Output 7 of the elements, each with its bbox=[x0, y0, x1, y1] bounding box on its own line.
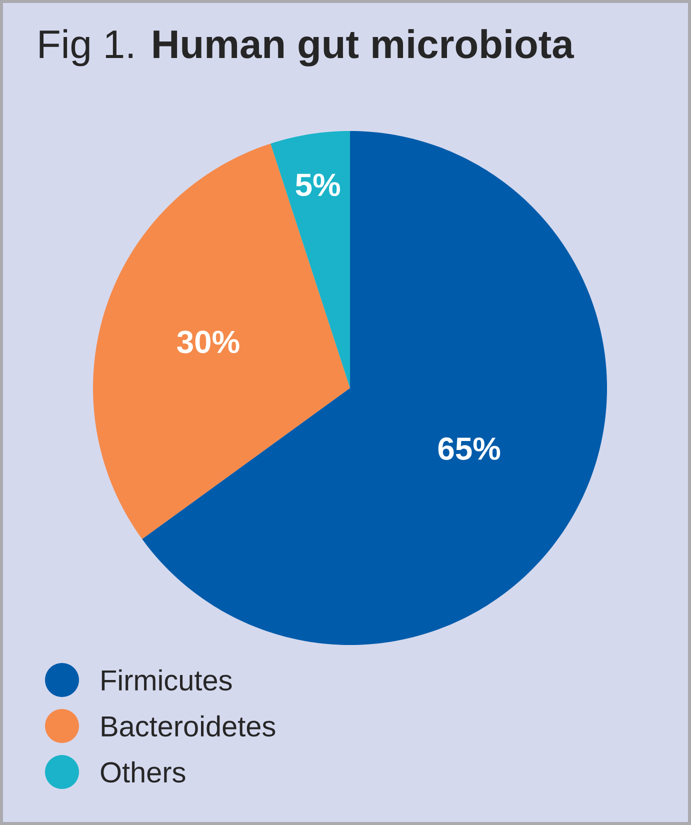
legend-label: Others bbox=[100, 761, 186, 783]
data-label: 30% bbox=[177, 330, 240, 354]
legend-label: Bacteroidetes bbox=[102, 715, 276, 737]
legend-label: Firmicutes bbox=[102, 669, 232, 691]
data-label: 65% bbox=[438, 437, 500, 460]
data-label: 5% bbox=[296, 174, 340, 196]
chart-title: Fig 1. Human gut microbiota bbox=[40, 29, 574, 66]
